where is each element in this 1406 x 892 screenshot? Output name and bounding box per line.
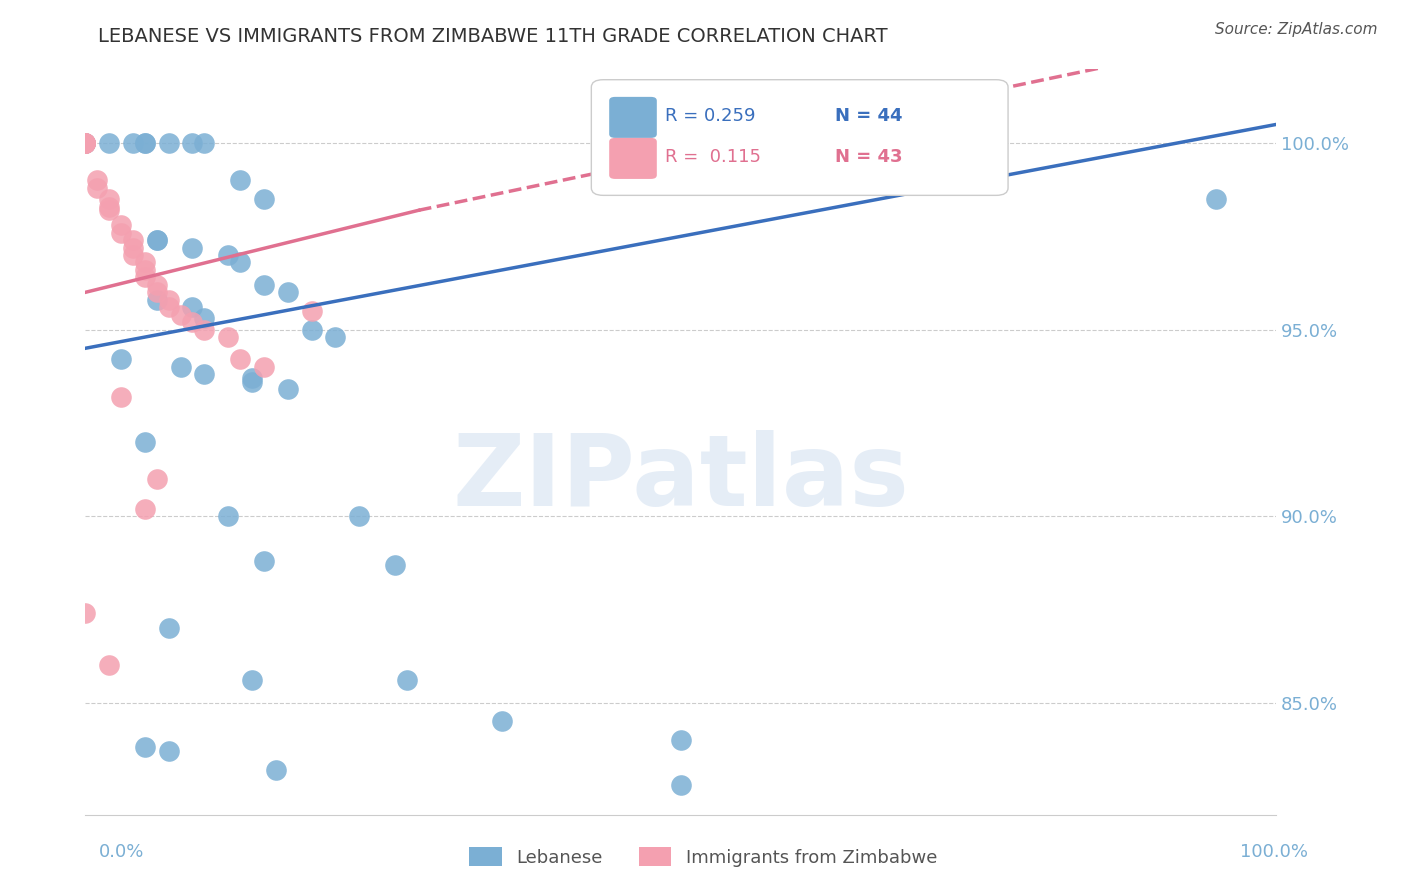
Point: [122, 248, 145, 262]
Point: [157, 744, 180, 758]
Point: [301, 323, 323, 337]
Point: [75, 136, 97, 150]
Point: [181, 136, 204, 150]
Point: [217, 330, 239, 344]
Point: [145, 233, 167, 247]
Text: R =  0.115: R = 0.115: [665, 147, 761, 166]
Point: [181, 315, 204, 329]
Point: [98, 136, 121, 150]
FancyBboxPatch shape: [609, 97, 657, 138]
Point: [134, 434, 156, 449]
Point: [75, 136, 97, 150]
Point: [134, 136, 156, 150]
Point: [145, 277, 167, 292]
Point: [253, 277, 276, 292]
Point: [157, 621, 180, 635]
Point: [229, 173, 252, 187]
Point: [98, 203, 121, 218]
Point: [145, 285, 167, 300]
Point: [169, 308, 191, 322]
Point: [157, 300, 180, 314]
Point: [75, 136, 97, 150]
Point: [110, 226, 132, 240]
Point: [75, 136, 97, 150]
Point: [1205, 192, 1227, 206]
Point: [229, 255, 252, 269]
Point: [134, 740, 156, 755]
Point: [253, 192, 276, 206]
Point: [181, 300, 204, 314]
Point: [86, 181, 108, 195]
Point: [301, 304, 323, 318]
FancyBboxPatch shape: [609, 138, 657, 179]
Point: [134, 136, 156, 150]
Point: [110, 390, 132, 404]
Point: [193, 136, 215, 150]
Point: [277, 382, 299, 396]
Point: [75, 136, 97, 150]
Point: [395, 673, 418, 688]
Point: [669, 733, 692, 747]
Point: [325, 330, 347, 344]
Text: 0.0%: 0.0%: [98, 843, 143, 861]
Point: [157, 136, 180, 150]
Point: [347, 509, 370, 524]
Text: 100.0%: 100.0%: [1240, 843, 1308, 861]
Text: Source: ZipAtlas.com: Source: ZipAtlas.com: [1215, 22, 1378, 37]
Point: [134, 270, 156, 285]
Point: [240, 673, 263, 688]
Text: ZIPatlas: ZIPatlas: [453, 430, 910, 527]
Point: [193, 311, 215, 326]
Point: [264, 763, 287, 777]
Text: N = 44: N = 44: [835, 106, 903, 125]
Point: [145, 472, 167, 486]
Point: [157, 293, 180, 307]
Point: [134, 263, 156, 277]
Point: [110, 352, 132, 367]
Point: [253, 554, 276, 568]
Point: [145, 233, 167, 247]
Point: [277, 285, 299, 300]
Point: [217, 509, 239, 524]
Point: [75, 606, 97, 620]
Point: [122, 233, 145, 247]
Point: [169, 359, 191, 374]
Legend: Lebanese, Immigrants from Zimbabwe: Lebanese, Immigrants from Zimbabwe: [463, 840, 943, 874]
Point: [240, 371, 263, 385]
Point: [75, 136, 97, 150]
Point: [669, 778, 692, 792]
Text: N = 43: N = 43: [835, 147, 903, 166]
Point: [145, 293, 167, 307]
Point: [110, 218, 132, 232]
Point: [98, 192, 121, 206]
Point: [75, 136, 97, 150]
Point: [193, 368, 215, 382]
Point: [98, 200, 121, 214]
Point: [122, 241, 145, 255]
Point: [98, 658, 121, 673]
Point: [217, 248, 239, 262]
Point: [134, 255, 156, 269]
Point: [491, 714, 513, 729]
Point: [181, 241, 204, 255]
Point: [384, 558, 406, 572]
Text: R = 0.259: R = 0.259: [665, 106, 755, 125]
Point: [193, 323, 215, 337]
FancyBboxPatch shape: [592, 79, 1008, 195]
Point: [253, 359, 276, 374]
Text: LEBANESE VS IMMIGRANTS FROM ZIMBABWE 11TH GRADE CORRELATION CHART: LEBANESE VS IMMIGRANTS FROM ZIMBABWE 11T…: [98, 27, 889, 45]
Point: [229, 352, 252, 367]
Point: [122, 136, 145, 150]
Point: [240, 375, 263, 389]
Point: [134, 501, 156, 516]
Point: [86, 173, 108, 187]
